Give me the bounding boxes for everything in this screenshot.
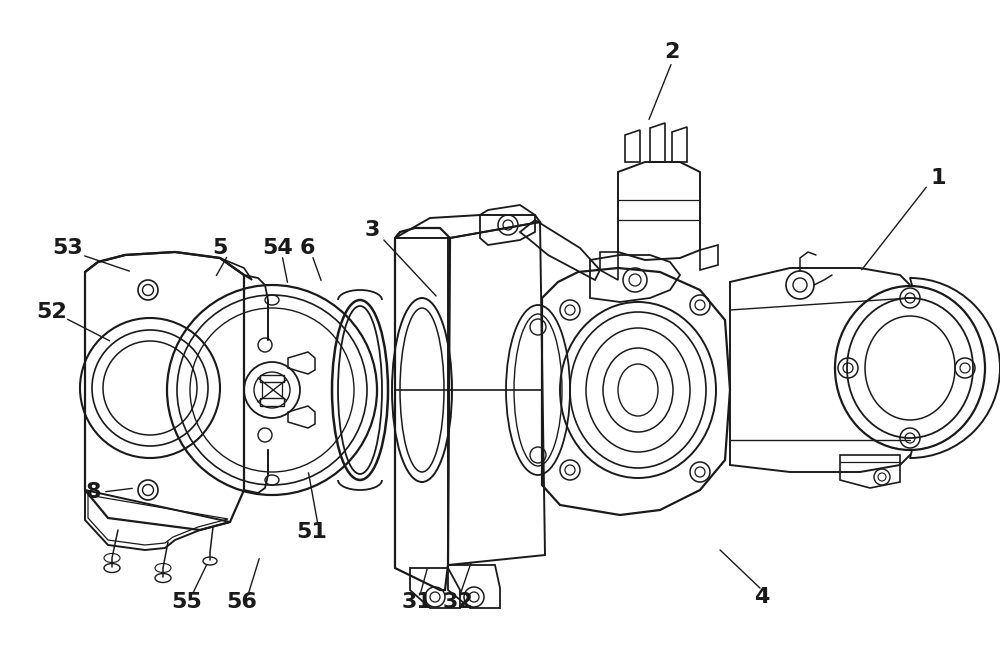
- Text: 52: 52: [37, 302, 67, 322]
- Text: 8: 8: [85, 482, 101, 502]
- Text: 4: 4: [754, 587, 770, 607]
- Text: 32: 32: [443, 592, 473, 612]
- Text: 1: 1: [930, 168, 946, 188]
- Text: 31: 31: [402, 592, 432, 612]
- Text: 53: 53: [53, 238, 83, 258]
- Text: 54: 54: [263, 238, 293, 258]
- Text: 51: 51: [297, 522, 327, 542]
- Text: 55: 55: [172, 592, 202, 612]
- Text: 6: 6: [299, 238, 315, 258]
- Text: 3: 3: [364, 220, 380, 240]
- Text: 5: 5: [212, 238, 228, 258]
- Text: 2: 2: [664, 42, 680, 62]
- Text: 56: 56: [227, 592, 257, 612]
